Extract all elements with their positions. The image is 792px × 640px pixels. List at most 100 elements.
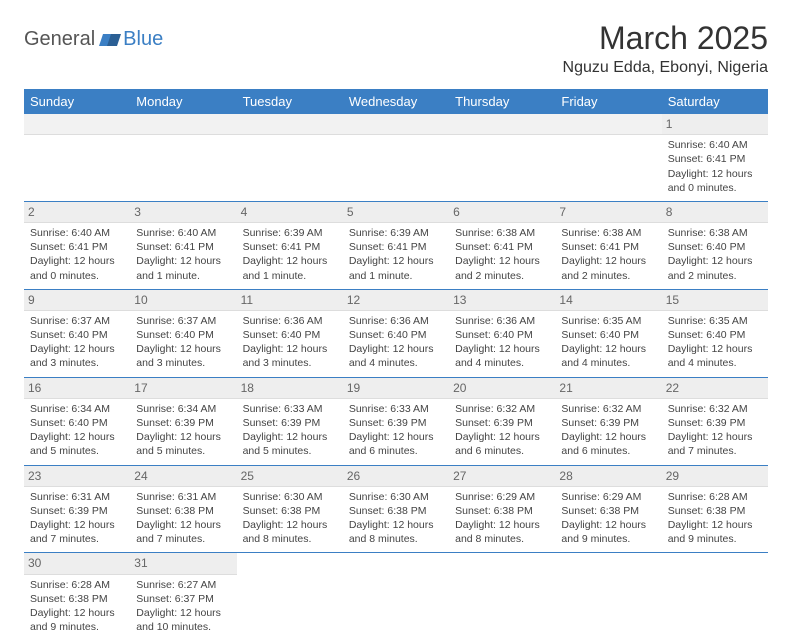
sunrise-line: Sunrise: 6:38 AM bbox=[455, 226, 549, 240]
sunset-line: Sunset: 6:41 PM bbox=[668, 152, 762, 166]
sunset-line: Sunset: 6:41 PM bbox=[30, 240, 124, 254]
daylight-line: Daylight: 12 hours and 2 minutes. bbox=[455, 254, 549, 282]
calendar-day: 10Sunrise: 6:37 AMSunset: 6:40 PMDayligh… bbox=[130, 289, 236, 377]
daylight-line: Daylight: 12 hours and 5 minutes. bbox=[136, 430, 230, 458]
sunset-line: Sunset: 6:39 PM bbox=[349, 416, 443, 430]
sunrise-line: Sunrise: 6:36 AM bbox=[349, 314, 443, 328]
day-number: 10 bbox=[130, 290, 236, 311]
day-number: 9 bbox=[24, 290, 130, 311]
sunset-line: Sunset: 6:38 PM bbox=[455, 504, 549, 518]
calendar-day: 30 Sunrise: 6:28 AMSunset: 6:38 PMDayligh… bbox=[24, 553, 130, 640]
calendar-week: 30 Sunrise: 6:28 AMSunset: 6:38 PMDayligh… bbox=[24, 553, 768, 640]
sunset-line: Sunset: 6:37 PM bbox=[136, 592, 230, 606]
day-header: Wednesday bbox=[343, 89, 449, 114]
day-header: Saturday bbox=[662, 89, 768, 114]
day-header: Thursday bbox=[449, 89, 555, 114]
sunset-line: Sunset: 6:39 PM bbox=[136, 416, 230, 430]
location-subtitle: Nguzu Edda, Ebonyi, Nigeria bbox=[563, 59, 768, 77]
calendar-day: 6Sunrise: 6:38 AMSunset: 6:41 PMDaylight… bbox=[449, 201, 555, 289]
day-number: 11 bbox=[237, 290, 343, 311]
day-number: 13 bbox=[449, 290, 555, 311]
sunset-line: Sunset: 6:40 PM bbox=[561, 328, 655, 342]
day-number: 2 bbox=[24, 202, 130, 223]
daylight-line: Daylight: 12 hours and 7 minutes. bbox=[30, 518, 124, 546]
calendar-empty bbox=[555, 114, 661, 201]
logo: General Blue bbox=[24, 20, 163, 51]
sunset-line: Sunset: 6:39 PM bbox=[668, 416, 762, 430]
sunrise-line: Sunrise: 6:38 AM bbox=[668, 226, 762, 240]
daylight-line: Daylight: 12 hours and 8 minutes. bbox=[243, 518, 337, 546]
day-number: 23 bbox=[24, 466, 130, 487]
sunset-line: Sunset: 6:41 PM bbox=[136, 240, 230, 254]
day-number: 28 bbox=[555, 466, 661, 487]
title-block: March 2025 Nguzu Edda, Ebonyi, Nigeria bbox=[563, 20, 768, 77]
header: General Blue March 2025 Nguzu Edda, Ebon… bbox=[24, 20, 768, 77]
daylight-line: Daylight: 12 hours and 2 minutes. bbox=[668, 254, 762, 282]
daylight-line: Daylight: 12 hours and 5 minutes. bbox=[243, 430, 337, 458]
calendar-empty bbox=[449, 553, 555, 640]
calendar-empty bbox=[662, 553, 768, 640]
calendar-day: 20Sunrise: 6:32 AMSunset: 6:39 PMDayligh… bbox=[449, 377, 555, 465]
sunset-line: Sunset: 6:40 PM bbox=[243, 328, 337, 342]
day-number: 7 bbox=[555, 202, 661, 223]
daylight-line: Daylight: 12 hours and 2 minutes. bbox=[561, 254, 655, 282]
day-number: 1 bbox=[662, 114, 768, 135]
calendar-day: 7Sunrise: 6:38 AMSunset: 6:41 PMDaylight… bbox=[555, 201, 661, 289]
sunrise-line: Sunrise: 6:28 AM bbox=[30, 578, 124, 592]
calendar-day: 9 Sunrise: 6:37 AMSunset: 6:40 PMDaylight… bbox=[24, 289, 130, 377]
calendar-empty bbox=[237, 114, 343, 201]
sunset-line: Sunset: 6:40 PM bbox=[455, 328, 549, 342]
day-number: 3 bbox=[130, 202, 236, 223]
calendar-header-row: SundayMondayTuesdayWednesdayThursdayFrid… bbox=[24, 89, 768, 114]
sunset-line: Sunset: 6:40 PM bbox=[30, 328, 124, 342]
day-header: Friday bbox=[555, 89, 661, 114]
calendar-day: 16Sunrise: 6:34 AMSunset: 6:40 PMDayligh… bbox=[24, 377, 130, 465]
day-number: 25 bbox=[237, 466, 343, 487]
day-number: 22 bbox=[662, 378, 768, 399]
calendar-day: 13Sunrise: 6:36 AMSunset: 6:40 PMDayligh… bbox=[449, 289, 555, 377]
day-number: 8 bbox=[662, 202, 768, 223]
sunrise-line: Sunrise: 6:29 AM bbox=[455, 490, 549, 504]
sunrise-line: Sunrise: 6:39 AM bbox=[349, 226, 443, 240]
sunrise-line: Sunrise: 6:37 AM bbox=[30, 314, 124, 328]
calendar-empty bbox=[24, 114, 130, 201]
day-number: 5 bbox=[343, 202, 449, 223]
day-number: 29 bbox=[662, 466, 768, 487]
day-number: 19 bbox=[343, 378, 449, 399]
day-number: 20 bbox=[449, 378, 555, 399]
daylight-line: Daylight: 12 hours and 8 minutes. bbox=[455, 518, 549, 546]
day-number: 30 bbox=[24, 553, 130, 574]
daylight-line: Daylight: 12 hours and 4 minutes. bbox=[349, 342, 443, 370]
page-title: March 2025 bbox=[563, 20, 768, 57]
sunset-line: Sunset: 6:40 PM bbox=[136, 328, 230, 342]
daylight-line: Daylight: 12 hours and 9 minutes. bbox=[30, 606, 124, 634]
sunset-line: Sunset: 6:38 PM bbox=[30, 592, 124, 606]
daylight-line: Daylight: 12 hours and 4 minutes. bbox=[561, 342, 655, 370]
daylight-line: Daylight: 12 hours and 8 minutes. bbox=[349, 518, 443, 546]
daylight-line: Daylight: 12 hours and 3 minutes. bbox=[136, 342, 230, 370]
daylight-line: Daylight: 12 hours and 0 minutes. bbox=[668, 167, 762, 195]
daylight-line: Daylight: 12 hours and 4 minutes. bbox=[668, 342, 762, 370]
sunrise-line: Sunrise: 6:31 AM bbox=[136, 490, 230, 504]
daylight-line: Daylight: 12 hours and 7 minutes. bbox=[668, 430, 762, 458]
sunrise-line: Sunrise: 6:33 AM bbox=[243, 402, 337, 416]
sunset-line: Sunset: 6:38 PM bbox=[243, 504, 337, 518]
sunrise-line: Sunrise: 6:35 AM bbox=[668, 314, 762, 328]
daylight-line: Daylight: 12 hours and 9 minutes. bbox=[561, 518, 655, 546]
sunrise-line: Sunrise: 6:38 AM bbox=[561, 226, 655, 240]
day-number: 14 bbox=[555, 290, 661, 311]
sunrise-line: Sunrise: 6:32 AM bbox=[668, 402, 762, 416]
day-number: 18 bbox=[237, 378, 343, 399]
calendar-day: 4Sunrise: 6:39 AMSunset: 6:41 PMDaylight… bbox=[237, 201, 343, 289]
daylight-line: Daylight: 12 hours and 3 minutes. bbox=[30, 342, 124, 370]
sunrise-line: Sunrise: 6:32 AM bbox=[455, 402, 549, 416]
calendar-day: 23Sunrise: 6:31 AMSunset: 6:39 PMDayligh… bbox=[24, 465, 130, 553]
calendar-empty bbox=[449, 114, 555, 201]
calendar-day: 11Sunrise: 6:36 AMSunset: 6:40 PMDayligh… bbox=[237, 289, 343, 377]
sunrise-line: Sunrise: 6:35 AM bbox=[561, 314, 655, 328]
calendar-day: 27Sunrise: 6:29 AMSunset: 6:38 PMDayligh… bbox=[449, 465, 555, 553]
sunrise-line: Sunrise: 6:31 AM bbox=[30, 490, 124, 504]
sunset-line: Sunset: 6:40 PM bbox=[30, 416, 124, 430]
daylight-line: Daylight: 12 hours and 6 minutes. bbox=[561, 430, 655, 458]
day-number: 17 bbox=[130, 378, 236, 399]
